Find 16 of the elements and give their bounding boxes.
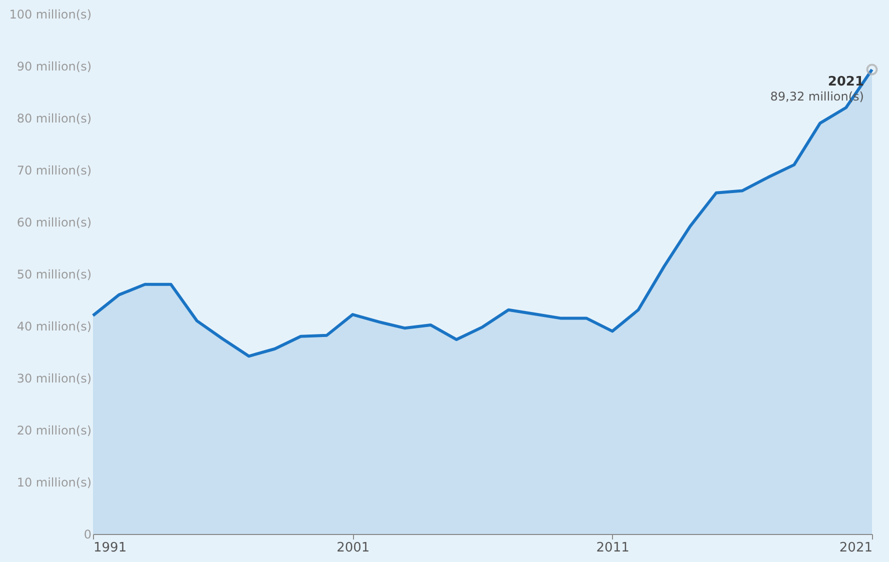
y-tick-label: 100 million(s) bbox=[9, 8, 92, 22]
y-tick-label: 0 bbox=[84, 528, 92, 542]
annotation: 2021 bbox=[828, 74, 864, 90]
x-tick-label: 1991 bbox=[94, 540, 127, 556]
y-tick-label: 70 million(s) bbox=[16, 164, 92, 178]
x-tick-label: 2021 bbox=[839, 540, 872, 556]
x-tick-label: 2011 bbox=[596, 540, 630, 556]
y-tick-label: 90 million(s) bbox=[16, 60, 92, 74]
y-tick-label: 10 million(s) bbox=[16, 476, 92, 490]
y-tick-label: 80 million(s) bbox=[16, 112, 92, 126]
y-tick-label: 40 million(s) bbox=[16, 320, 92, 334]
y-tick-label: 30 million(s) bbox=[16, 372, 92, 386]
y-tick-label: 20 million(s) bbox=[16, 424, 92, 438]
x-tick-label: 2001 bbox=[336, 540, 370, 556]
y-tick-label: 50 million(s) bbox=[16, 268, 92, 282]
y-tick-label: 60 million(s) bbox=[16, 216, 92, 230]
